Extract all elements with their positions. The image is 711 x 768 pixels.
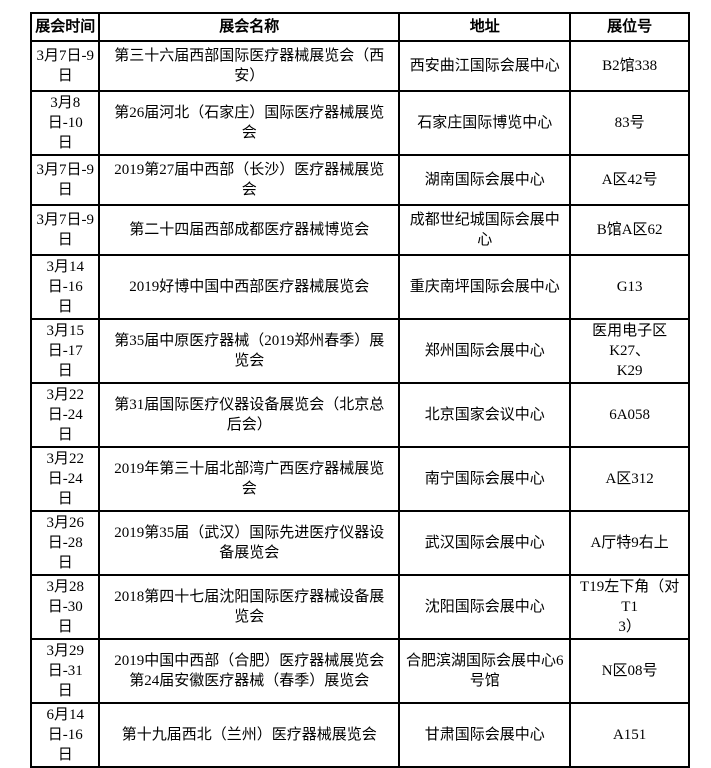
cell-time: 3月14日-16 日: [31, 255, 100, 319]
table-row: 3月7日-9日 2019第27届中西部（长沙）医疗器械展览 会 湖南国际会展中心…: [31, 155, 689, 205]
table-row: 3月15日-17 日 第35届中原医疗器械（2019郑州春季）展 览会 郑州国际…: [31, 319, 689, 383]
cell-time: 3月7日-9日: [31, 41, 100, 91]
cell-booth: N区08号: [570, 639, 689, 703]
cell-time: 3月22日-24 日: [31, 447, 100, 511]
table-row: 3月7日-9日 第二十四届西部成都医疗器械博览会 成都世纪城国际会展中 心 B馆…: [31, 205, 689, 255]
cell-booth: 医用电子区K27、 K29: [570, 319, 689, 383]
cell-booth: A区42号: [570, 155, 689, 205]
cell-name: 2018第四十七届沈阳国际医疗器械设备展 览会: [99, 575, 400, 639]
cell-name: 2019第27届中西部（长沙）医疗器械展览 会: [99, 155, 400, 205]
cell-time: 6月14日-16 日: [31, 703, 100, 767]
cell-address: 成都世纪城国际会展中 心: [399, 205, 571, 255]
cell-time: 3月8日-10 日: [31, 91, 100, 155]
table-row: 3月14日-16 日 2019好博中国中西部医疗器械展览会 重庆南坪国际会展中心…: [31, 255, 689, 319]
table-row: 3月29日-31 日 2019中国中西部（合肥）医疗器械展览会 第24届安徽医疗…: [31, 639, 689, 703]
cell-time: 3月15日-17 日: [31, 319, 100, 383]
table-row: 3月22日-24 日 第31届国际医疗仪器设备展览会（北京总 后会） 北京国家会…: [31, 383, 689, 447]
cell-name: 2019中国中西部（合肥）医疗器械展览会 第24届安徽医疗器械（春季）展览会: [99, 639, 400, 703]
exhibition-table-container: 展会时间 展会名称 地址 展位号 3月7日-9日 第三十六届西部国际医疗器械展览…: [30, 12, 690, 768]
header-cell-name: 展会名称: [99, 13, 400, 41]
cell-address: 南宁国际会展中心: [399, 447, 571, 511]
cell-time: 3月22日-24 日: [31, 383, 100, 447]
cell-booth: T19左下角（对T1 3）: [570, 575, 689, 639]
table-row: 6月14日-16 日 第十九届西北（兰州）医疗器械展览会 甘肃国际会展中心 A1…: [31, 703, 689, 767]
cell-booth: G13: [570, 255, 689, 319]
cell-address: 北京国家会议中心: [399, 383, 571, 447]
table-row: 3月22日-24 日 2019年第三十届北部湾广西医疗器械展览 会 南宁国际会展…: [31, 447, 689, 511]
cell-name: 第26届河北（石家庄）国际医疗器械展览 会: [99, 91, 400, 155]
cell-address: 甘肃国际会展中心: [399, 703, 571, 767]
cell-address: 重庆南坪国际会展中心: [399, 255, 571, 319]
cell-name: 第35届中原医疗器械（2019郑州春季）展 览会: [99, 319, 400, 383]
table-row: 3月28日-30 日 2018第四十七届沈阳国际医疗器械设备展 览会 沈阳国际会…: [31, 575, 689, 639]
cell-address: 西安曲江国际会展中心: [399, 41, 571, 91]
cell-booth: A151: [570, 703, 689, 767]
table-row: 3月8日-10 日 第26届河北（石家庄）国际医疗器械展览 会 石家庄国际博览中…: [31, 91, 689, 155]
table-row: 3月26日-28 日 2019第35届（武汉）国际先进医疗仪器设 备展览会 武汉…: [31, 511, 689, 575]
cell-name: 第31届国际医疗仪器设备展览会（北京总 后会）: [99, 383, 400, 447]
cell-name: 2019年第三十届北部湾广西医疗器械展览 会: [99, 447, 400, 511]
header-cell-time: 展会时间: [31, 13, 100, 41]
cell-name: 第十九届西北（兰州）医疗器械展览会: [99, 703, 400, 767]
table-header-row: 展会时间 展会名称 地址 展位号: [31, 13, 689, 41]
exhibition-table: 展会时间 展会名称 地址 展位号 3月7日-9日 第三十六届西部国际医疗器械展览…: [30, 12, 690, 768]
cell-booth: B2馆338: [570, 41, 689, 91]
cell-time: 3月7日-9日: [31, 155, 100, 205]
cell-time: 3月29日-31 日: [31, 639, 100, 703]
cell-time: 3月26日-28 日: [31, 511, 100, 575]
cell-name: 第三十六届西部国际医疗器械展览会（西 安）: [99, 41, 400, 91]
cell-address: 合肥滨湖国际会展中心6 号馆: [399, 639, 571, 703]
cell-time: 3月7日-9日: [31, 205, 100, 255]
cell-booth: A厅特9右上: [570, 511, 689, 575]
cell-name: 2019第35届（武汉）国际先进医疗仪器设 备展览会: [99, 511, 400, 575]
table-row: 3月7日-9日 第三十六届西部国际医疗器械展览会（西 安） 西安曲江国际会展中心…: [31, 41, 689, 91]
header-cell-address: 地址: [399, 13, 571, 41]
cell-address: 沈阳国际会展中心: [399, 575, 571, 639]
cell-booth: B馆A区62: [570, 205, 689, 255]
cell-address: 石家庄国际博览中心: [399, 91, 571, 155]
cell-address: 郑州国际会展中心: [399, 319, 571, 383]
cell-booth: A区312: [570, 447, 689, 511]
cell-time: 3月28日-30 日: [31, 575, 100, 639]
cell-booth: 6A058: [570, 383, 689, 447]
cell-address: 武汉国际会展中心: [399, 511, 571, 575]
cell-name: 第二十四届西部成都医疗器械博览会: [99, 205, 400, 255]
cell-address: 湖南国际会展中心: [399, 155, 571, 205]
header-cell-booth: 展位号: [570, 13, 689, 41]
cell-name: 2019好博中国中西部医疗器械展览会: [99, 255, 400, 319]
cell-booth: 83号: [570, 91, 689, 155]
